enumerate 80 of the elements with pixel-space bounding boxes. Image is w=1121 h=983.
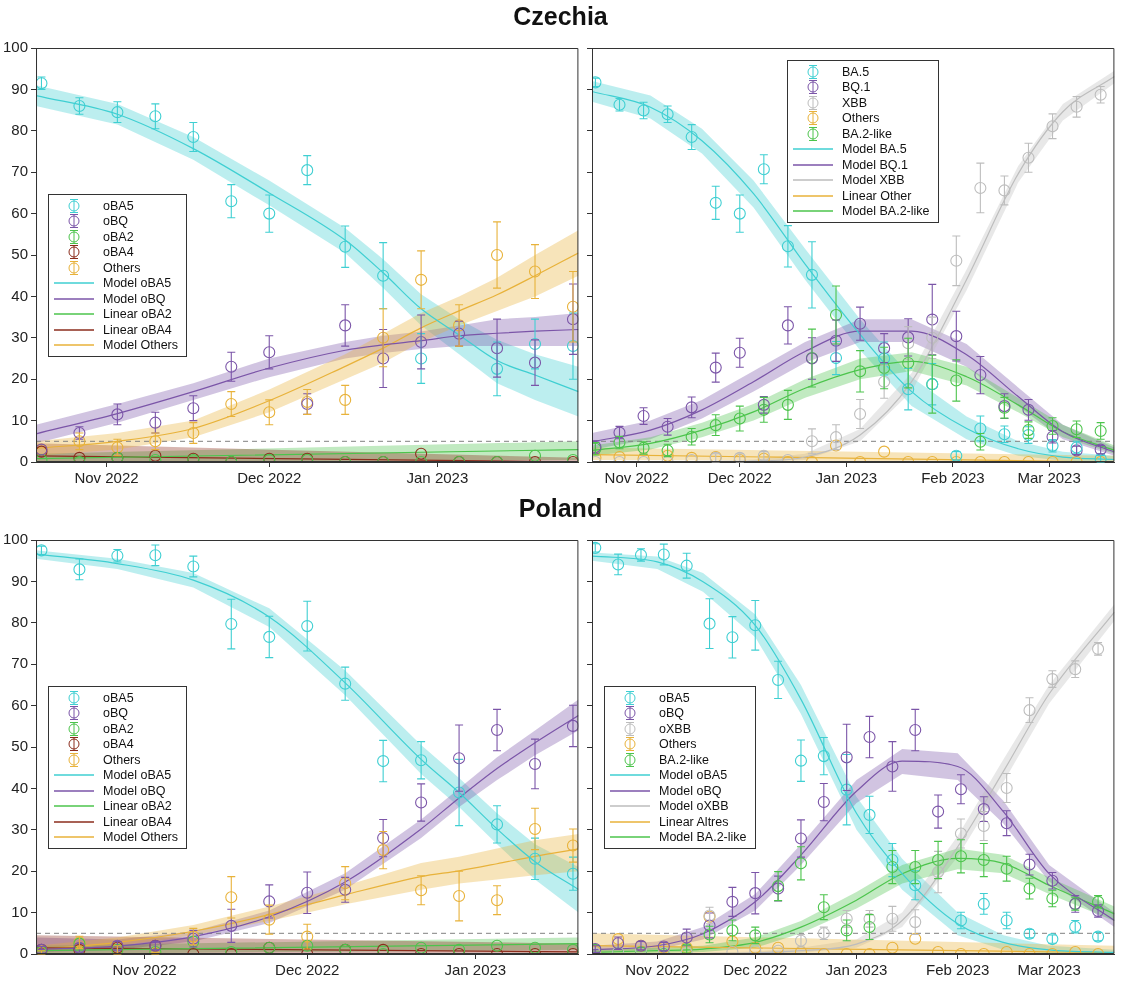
y-tick-label: 0 — [19, 944, 29, 962]
legend-label: Others — [842, 111, 880, 126]
x-tick-label: Nov 2022 — [74, 469, 139, 487]
legend-label: oBA5 — [103, 690, 134, 705]
x-tick-label: Dec 2022 — [723, 961, 788, 979]
x-tick-label: Feb 2023 — [925, 961, 990, 979]
legend-label: Others — [103, 752, 141, 767]
legend-label: Model BA.2-like — [842, 204, 930, 219]
y-tick-label: 80 — [11, 120, 29, 138]
legend-label: Linear oBA2 — [103, 799, 172, 814]
x-tick-label: Dec 2022 — [707, 469, 772, 487]
legend-label: Model oXBB — [659, 799, 729, 814]
x-tick-label: Nov 2022 — [604, 469, 669, 487]
y-tick-label: 30 — [11, 819, 29, 837]
y-tick-label: 10 — [11, 902, 29, 920]
y-tick-label: 90 — [11, 571, 29, 589]
legend-label: Model XBB — [842, 173, 905, 188]
x-tick-label: Jan 2023 — [444, 961, 507, 979]
y-tick-label: 100 — [3, 38, 29, 56]
y-tick-label: 70 — [11, 654, 29, 672]
x-tick-label: Nov 2022 — [112, 961, 177, 979]
x-tick-label: Jan 2023 — [825, 961, 888, 979]
x-tick-label: Nov 2022 — [625, 961, 690, 979]
legend-label: Model oBQ — [103, 291, 166, 306]
legend-label: Model Others — [103, 338, 179, 353]
legend-label: oXBB — [659, 721, 691, 736]
legend-label: Model oBQ — [103, 783, 166, 798]
legend-label: oBA4 — [103, 245, 134, 260]
legend-label: Model oBA5 — [659, 768, 728, 783]
legend-label: oBQ — [103, 706, 129, 721]
x-tick-label: Dec 2022 — [275, 961, 340, 979]
x-tick-label: Jan 2023 — [406, 469, 469, 487]
legend-label: oBA5 — [659, 690, 690, 705]
y-tick-label: 10 — [11, 410, 29, 428]
legend-label: Model BA.5 — [842, 142, 907, 157]
legend-label: oBA4 — [103, 737, 134, 752]
legend-label: Others — [659, 737, 697, 752]
y-tick-label: 100 — [3, 530, 29, 548]
x-tick-label: Feb 2023 — [921, 469, 985, 487]
legend-label: BQ.1 — [842, 80, 871, 95]
y-tick-label: 90 — [11, 79, 29, 97]
legend-label: oBA2 — [103, 229, 134, 244]
legend-label: BA.5 — [842, 64, 870, 79]
y-tick-label: 50 — [11, 737, 29, 755]
legend-label: Linear oBA2 — [103, 307, 172, 322]
legend-label: Model Others — [103, 830, 179, 845]
legend-label: Model BQ.1 — [842, 157, 909, 172]
y-tick-label: 0 — [19, 452, 29, 470]
legend-label: BA.2-like — [842, 126, 893, 141]
legend-label: Model oBA5 — [103, 276, 172, 291]
y-tick-label: 20 — [11, 861, 29, 879]
legend-label: oBA5 — [103, 198, 134, 213]
legend-label: Others — [103, 260, 141, 275]
y-tick-label: 20 — [11, 369, 29, 387]
y-tick-label: 40 — [11, 286, 29, 304]
legend-label: Model oBA5 — [103, 768, 172, 783]
legend-label: Model BA.2-like — [659, 830, 747, 845]
legend-label: Model oBQ — [659, 783, 722, 798]
x-tick-label: Jan 2023 — [815, 469, 878, 487]
legend-label: Linear Other — [842, 188, 912, 203]
y-tick-label: 80 — [11, 612, 29, 630]
x-tick-label: Dec 2022 — [237, 469, 302, 487]
y-tick-label: 70 — [11, 162, 29, 180]
y-tick-label: 30 — [11, 327, 29, 345]
chart-title: Poland — [517, 493, 604, 524]
legend-label: XBB — [842, 95, 868, 110]
legend-label: oBQ — [103, 214, 129, 229]
chart-title: Czechia — [512, 1, 609, 32]
y-tick-label: 60 — [11, 695, 29, 713]
y-tick-label: 60 — [11, 203, 29, 221]
legend-label: Linear Altres — [659, 814, 729, 829]
legend-label: oBA2 — [103, 721, 134, 736]
x-tick-label: Mar 2023 — [1017, 961, 1081, 979]
y-tick-label: 50 — [11, 245, 29, 263]
legend-label: oBQ — [659, 706, 685, 721]
legend-label: BA.2-like — [659, 752, 710, 767]
y-tick-label: 40 — [11, 778, 29, 796]
legend-label: Linear oBA4 — [103, 814, 172, 829]
legend-label: Linear oBA4 — [103, 322, 172, 337]
x-tick-label: Mar 2023 — [1017, 469, 1081, 487]
